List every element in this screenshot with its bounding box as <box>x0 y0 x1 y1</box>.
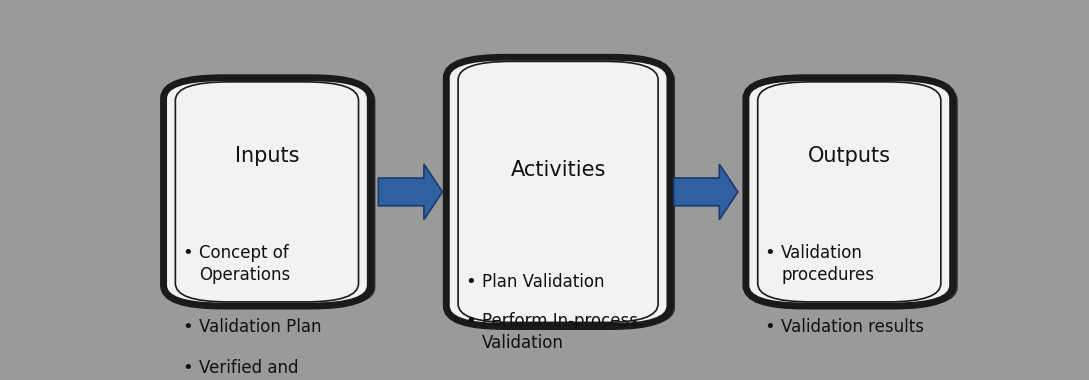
Text: Concept of
Operations: Concept of Operations <box>199 244 291 284</box>
Text: •: • <box>465 312 476 330</box>
FancyBboxPatch shape <box>446 57 670 326</box>
Text: Activities: Activities <box>511 160 605 180</box>
FancyArrow shape <box>674 164 738 220</box>
Text: Validation Plan: Validation Plan <box>199 318 321 336</box>
Text: Validation results: Validation results <box>781 318 925 336</box>
FancyBboxPatch shape <box>451 59 675 328</box>
Text: Verified and
Accepted System: Verified and Accepted System <box>199 358 344 380</box>
Text: •: • <box>182 318 193 336</box>
Text: •: • <box>182 358 193 377</box>
FancyBboxPatch shape <box>169 79 376 308</box>
Text: Plan Validation: Plan Validation <box>481 273 604 291</box>
Text: Perform In-process
Validation: Perform In-process Validation <box>481 312 638 352</box>
FancyBboxPatch shape <box>746 78 953 306</box>
Text: •: • <box>764 244 775 263</box>
Text: Validation
procedures: Validation procedures <box>781 244 874 284</box>
FancyArrow shape <box>378 164 442 220</box>
Text: Outputs: Outputs <box>808 146 891 166</box>
Text: •: • <box>465 273 476 291</box>
Text: •: • <box>764 318 775 336</box>
Text: •: • <box>182 244 193 263</box>
Text: Inputs: Inputs <box>235 146 299 166</box>
FancyBboxPatch shape <box>751 79 957 308</box>
FancyBboxPatch shape <box>163 78 370 306</box>
